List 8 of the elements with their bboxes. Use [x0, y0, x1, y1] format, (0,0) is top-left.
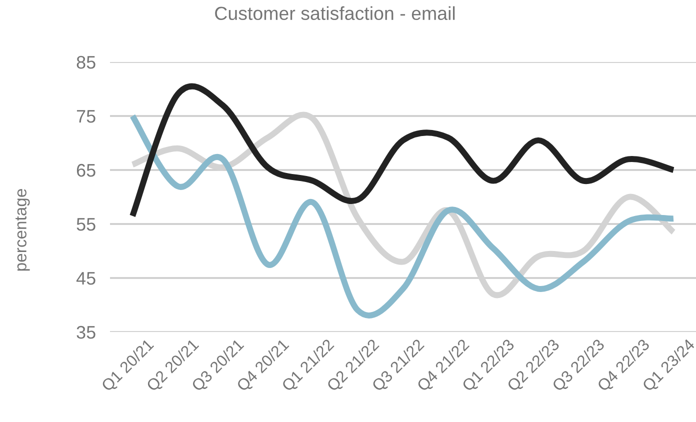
- y-tick-label: 45: [76, 272, 96, 285]
- y-tick-label: 35: [76, 326, 96, 339]
- y-tick-label: 65: [76, 164, 96, 177]
- y-tick-label: 85: [76, 56, 96, 69]
- y-tick-label: 75: [76, 110, 96, 123]
- chart-title: Customer satisfaction - email: [215, 6, 455, 20]
- y-axis-title: percentage: [16, 189, 30, 271]
- y-tick-label: 55: [76, 218, 96, 231]
